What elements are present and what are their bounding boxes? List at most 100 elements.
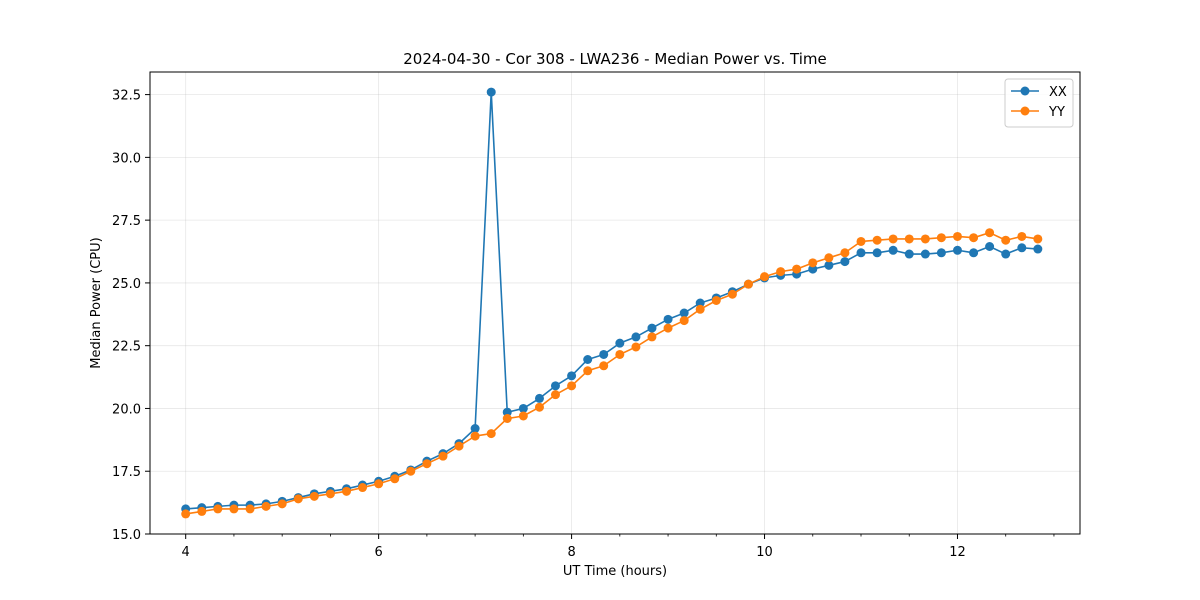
data-point-xx	[470, 424, 480, 434]
data-point-xx	[663, 314, 673, 324]
data-point-yy	[663, 323, 673, 333]
data-point-yy	[502, 414, 512, 423]
data-point-yy	[599, 361, 609, 371]
data-point-yy	[454, 441, 464, 451]
data-point-xx	[969, 248, 979, 258]
data-point-yy	[1017, 231, 1027, 241]
data-point-xx	[824, 260, 834, 270]
data-point-xx	[952, 245, 962, 255]
data-point-yy	[856, 236, 866, 246]
data-point-xx	[904, 249, 914, 259]
data-point-yy	[1033, 234, 1043, 244]
data-point-yy	[727, 289, 737, 299]
data-point-yy	[277, 499, 287, 509]
data-point-xx	[985, 242, 995, 252]
y-tick-label: 20.0	[112, 402, 141, 417]
data-point-yy	[534, 402, 544, 412]
legend-entry-yy: YY	[1011, 105, 1065, 120]
data-point-xx	[550, 381, 560, 391]
data-point-yy	[550, 390, 560, 400]
y-tick-label: 22.5	[112, 340, 141, 355]
data-point-yy	[872, 235, 882, 245]
data-point-xx	[502, 407, 512, 417]
data-point-yy	[486, 429, 496, 439]
data-point-yy	[245, 504, 255, 514]
data-point-yy	[406, 466, 416, 476]
data-point-xx	[920, 249, 930, 259]
data-point-yy	[470, 431, 480, 441]
data-point-yy	[840, 248, 850, 258]
legend-label-xx: XX	[1049, 85, 1067, 100]
data-point-xx	[567, 371, 577, 381]
data-point-xx	[840, 257, 850, 267]
data-point-xx	[1017, 243, 1027, 253]
data-point-yy	[567, 381, 577, 391]
y-tick-label: 30.0	[112, 151, 141, 166]
series-yy	[181, 228, 1043, 519]
legend-entry-xx: XX	[1011, 85, 1067, 100]
x-tick-label: 12	[949, 545, 966, 560]
data-point-yy	[936, 233, 946, 243]
data-point-yy	[422, 459, 432, 469]
data-point-yy	[325, 489, 335, 499]
data-point-xx	[856, 248, 866, 258]
data-point-xx	[615, 338, 625, 348]
data-point-yy	[615, 349, 625, 359]
data-point-yy	[390, 474, 400, 484]
x-tick-label: 10	[756, 545, 773, 560]
data-point-xx	[534, 393, 544, 403]
data-point-xx	[1033, 244, 1043, 254]
data-point-xx	[679, 308, 689, 318]
x-tick-label: 8	[567, 545, 575, 560]
data-point-yy	[358, 483, 368, 493]
data-point-yy	[952, 231, 962, 241]
legend-label-yy: YY	[1048, 105, 1065, 120]
legend: XX YY	[1004, 78, 1074, 128]
y-tick-label: 15.0	[112, 528, 141, 543]
data-point-yy	[743, 279, 753, 289]
data-point-xx	[695, 298, 705, 308]
data-point-yy	[985, 228, 995, 238]
grid	[150, 72, 1080, 535]
plot-area-frame	[149, 71, 1081, 535]
legend-marker-yy	[1020, 106, 1030, 116]
data-point-xx	[631, 332, 641, 342]
data-point-xx	[936, 248, 946, 258]
data-point-yy	[213, 504, 223, 514]
data-point-xx	[647, 323, 657, 333]
data-point-yy	[824, 253, 834, 263]
series-layer	[181, 87, 1043, 519]
y-tick-label: 32.5	[112, 89, 141, 104]
data-point-xx	[1001, 249, 1011, 259]
axes: 4 6 8 10 12 15.0 17.5 20.0 22.5 25.0 27.5 30.0 32.5	[112, 89, 1055, 560]
data-point-yy	[792, 264, 802, 274]
data-point-yy	[261, 501, 271, 511]
data-point-xx	[888, 245, 898, 255]
x-tick-label: 6	[375, 545, 383, 560]
y-axis-label: Median Power (CPU)	[89, 237, 104, 368]
data-point-yy	[293, 494, 303, 504]
data-point-yy	[518, 411, 528, 421]
y-tick-label: 27.5	[112, 214, 141, 229]
data-point-yy	[808, 258, 818, 268]
data-point-yy	[776, 267, 786, 277]
data-point-yy	[197, 506, 207, 516]
data-point-yy	[342, 486, 352, 496]
data-point-yy	[229, 504, 239, 514]
data-point-yy	[181, 509, 191, 519]
data-point-yy	[309, 491, 319, 501]
data-point-yy	[679, 316, 689, 326]
data-point-yy	[695, 304, 705, 314]
data-point-xx	[518, 403, 528, 413]
data-point-yy	[920, 234, 930, 244]
data-point-yy	[583, 366, 593, 376]
data-point-yy	[711, 295, 721, 305]
data-point-yy	[374, 479, 384, 489]
chart-title: 2024-04-30 - Cor 308 - LWA236 - Median P…	[403, 50, 827, 68]
data-point-yy	[1001, 235, 1011, 245]
data-point-yy	[631, 342, 641, 352]
legend-marker-xx	[1020, 86, 1030, 96]
data-point-xx	[599, 349, 609, 359]
data-point-xx	[486, 87, 496, 97]
